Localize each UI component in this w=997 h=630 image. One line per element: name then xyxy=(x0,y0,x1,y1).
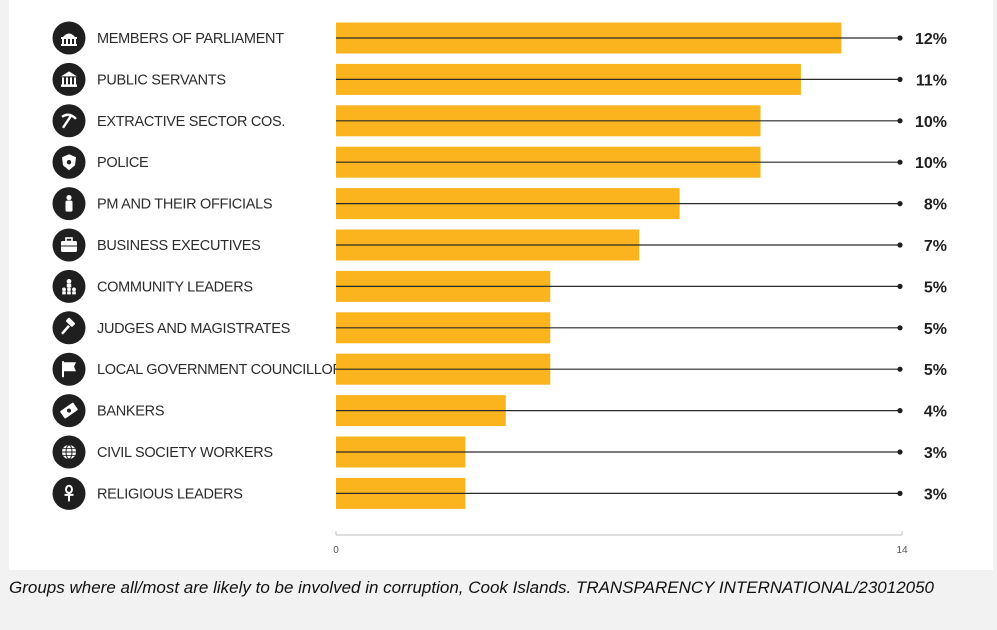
value-label: 5% xyxy=(924,362,947,379)
globe-icon xyxy=(52,435,86,469)
value-label: 5% xyxy=(924,279,947,296)
category-label: COMMUNITY LEADERS xyxy=(97,279,253,295)
pickaxe-icon xyxy=(52,104,86,138)
leader-dot xyxy=(897,118,903,124)
value-label: 12% xyxy=(915,31,947,48)
chart-row: JUDGES AND MAGISTRATES 5% xyxy=(52,311,947,345)
leader-dot xyxy=(897,159,903,165)
category-label: CIVIL SOCIETY WORKERS xyxy=(97,445,273,461)
briefcase-icon xyxy=(52,228,86,262)
chart-rows: MEMBERS OF PARLIAMENT 12% PUBLIC SERVANTS 1… xyxy=(52,21,947,510)
chart-row: CIVIL SOCIETY WORKERS 3% xyxy=(52,435,947,469)
category-label: PUBLIC SERVANTS xyxy=(97,72,226,88)
banknote-icon xyxy=(52,394,86,428)
x-tick-label: 0 xyxy=(333,545,339,556)
value-label: 5% xyxy=(924,321,947,338)
value-label: 4% xyxy=(924,404,947,421)
category-label: RELIGIOUS LEADERS xyxy=(97,486,243,502)
category-label: MEMBERS OF PARLIAMENT xyxy=(97,31,284,47)
community-group-icon xyxy=(52,269,86,303)
value-label: 3% xyxy=(924,445,947,462)
leader-dot xyxy=(897,283,903,289)
value-label: 10% xyxy=(915,155,947,172)
government-building-icon xyxy=(52,62,86,96)
leader-dot xyxy=(897,242,903,248)
leader-dot xyxy=(897,408,903,414)
parliament-icon xyxy=(52,21,86,55)
chart-row: BANKERS 4% xyxy=(52,394,947,428)
chart-row: EXTRACTIVE SECTOR COS. 10% xyxy=(52,104,947,138)
value-label: 8% xyxy=(924,197,947,214)
category-label: BUSINESS EXECUTIVES xyxy=(97,238,261,254)
value-label: 10% xyxy=(915,114,947,131)
chart-figure: MEMBERS OF PARLIAMENT 12% PUBLIC SERVANTS 1… xyxy=(9,0,993,570)
official-person-icon xyxy=(52,187,86,221)
chart-row: COMMUNITY LEADERS 5% xyxy=(52,269,947,303)
value-label: 7% xyxy=(924,238,947,255)
category-label: POLICE xyxy=(97,155,149,171)
leader-dot xyxy=(897,449,903,455)
leader-dot xyxy=(897,76,903,82)
chart-row: LOCAL GOVERNMENT COUNCILLORS 5% xyxy=(52,352,947,386)
value-label: 11% xyxy=(916,72,947,89)
category-label: PM AND THEIR OFFICIALS xyxy=(97,197,272,213)
gavel-icon xyxy=(52,311,86,345)
x-tick-label: 14 xyxy=(896,545,908,556)
category-label: BANKERS xyxy=(97,404,164,420)
police-badge-icon xyxy=(52,145,86,179)
leader-dot xyxy=(897,35,903,41)
leader-dot xyxy=(897,201,903,207)
leader-dot xyxy=(897,366,903,372)
figure-caption: Groups where all/most are likely to be i… xyxy=(9,578,935,597)
chart-row: PUBLIC SERVANTS 11% xyxy=(52,62,947,96)
chart-row: MEMBERS OF PARLIAMENT 12% xyxy=(52,21,947,55)
leader-dot xyxy=(897,490,903,496)
chart-row: BUSINESS EXECUTIVES 7% xyxy=(52,228,947,262)
value-label: 3% xyxy=(924,486,947,503)
x-axis: 0 14 xyxy=(333,531,908,556)
category-label: EXTRACTIVE SECTOR COS. xyxy=(97,114,285,130)
chart-row: RELIGIOUS LEADERS 3% xyxy=(52,476,947,510)
chart-row: POLICE 10% xyxy=(52,145,947,179)
chart-svg: MEMBERS OF PARLIAMENT 12% PUBLIC SERVANTS 1… xyxy=(52,21,947,556)
category-label: JUDGES AND MAGISTRATES xyxy=(97,321,290,337)
chart-row: PM AND THEIR OFFICIALS 8% xyxy=(52,187,947,221)
ankh-icon xyxy=(52,476,86,510)
category-label: LOCAL GOVERNMENT COUNCILLORS xyxy=(97,362,352,378)
flag-icon xyxy=(52,352,86,386)
leader-dot xyxy=(897,325,903,331)
